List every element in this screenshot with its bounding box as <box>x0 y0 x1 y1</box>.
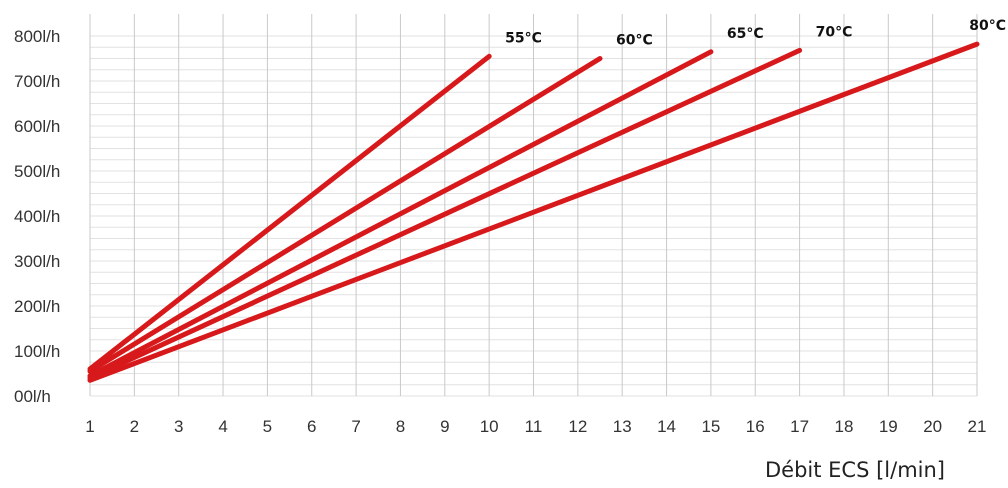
series-labels: 55°C 60°C 65°C 70°C 80°C <box>505 18 1006 48</box>
x-tick-label: 15 <box>701 417 720 436</box>
series-line <box>87 49 714 379</box>
x-tick-label: 8 <box>396 417 405 436</box>
x-tick-label: 12 <box>568 417 587 436</box>
y-tick-label: 400l/h <box>14 207 60 226</box>
y-tick-label: 200l/h <box>14 297 60 316</box>
x-tick-label: 5 <box>263 417 272 436</box>
x-tick-label: 3 <box>174 417 183 436</box>
series-label: 80°C <box>969 18 1006 34</box>
y-tick-label: 700l/h <box>14 72 60 91</box>
y-tick-label: 100l/h <box>14 342 60 361</box>
grid <box>89 14 978 397</box>
x-tick-label: 1 <box>85 417 94 436</box>
x-tick-label: 17 <box>790 417 809 436</box>
x-axis-ticks: 1 2 3 4 5 6 7 8 9 10 11 12 13 14 15 16 17 18 19 20 21 <box>85 417 986 436</box>
y-tick-label: 600l/h <box>14 117 60 136</box>
y-tick-label: 300l/h <box>14 252 60 271</box>
y-tick-label: 00l/h <box>14 387 51 406</box>
x-tick-label: 7 <box>351 417 360 436</box>
series-line <box>87 41 980 383</box>
series-line <box>87 47 803 381</box>
x-tick-label: 4 <box>218 417 227 436</box>
x-tick-label: 16 <box>746 417 765 436</box>
x-tick-label: 14 <box>657 417 676 436</box>
x-tick-label: 18 <box>834 417 853 436</box>
x-tick-label: 2 <box>130 417 139 436</box>
y-tick-label: 800l/h <box>14 27 60 46</box>
y-axis-ticks: 00l/h 100l/h 200l/h 300l/h 400l/h 500l/h 600l/… <box>14 27 60 406</box>
series-label: 55°C <box>505 30 542 46</box>
y-tick-label: 500l/h <box>14 162 60 181</box>
x-tick-label: 11 <box>525 417 543 436</box>
x-tick-label: 9 <box>440 417 449 436</box>
x-tick-label: 21 <box>968 417 987 436</box>
series-line <box>87 53 492 372</box>
series-lines <box>87 41 980 383</box>
x-tick-label: 19 <box>879 417 898 436</box>
x-axis-label: Débit ECS [l/min] <box>765 458 945 482</box>
x-tick-label: 13 <box>613 417 632 436</box>
x-tick-label: 10 <box>480 417 499 436</box>
series-label: 60°C <box>616 33 653 49</box>
series-label: 65°C <box>727 26 764 42</box>
series-label: 70°C <box>816 24 853 40</box>
x-tick-label: 20 <box>923 417 942 436</box>
x-tick-label: 6 <box>307 417 316 436</box>
series-line <box>87 56 603 374</box>
